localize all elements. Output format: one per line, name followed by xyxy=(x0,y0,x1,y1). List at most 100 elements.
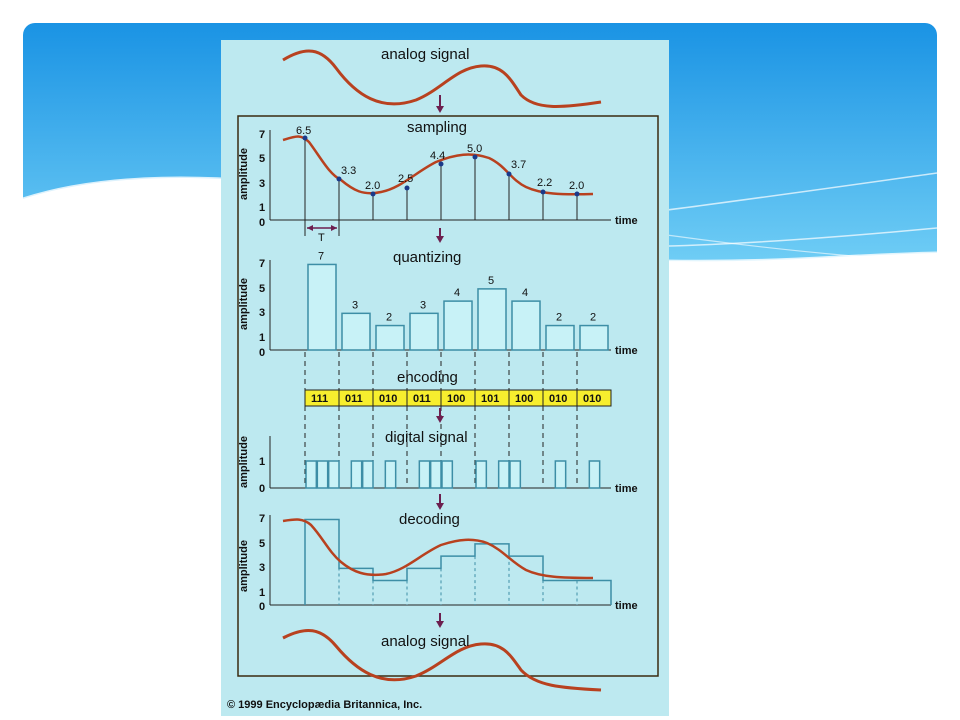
digital-title: digital signal xyxy=(385,429,468,446)
digital-pulses xyxy=(305,460,601,489)
encoding-code-6: 101 xyxy=(474,389,510,407)
encoding-code-7: 100 xyxy=(508,389,544,407)
digital-pulse xyxy=(350,460,363,489)
digital-tick-0: 0 xyxy=(259,483,265,495)
quantizing-y-ticks: 7 5 3 1 0 xyxy=(259,258,265,359)
digital-pulse xyxy=(554,460,567,489)
sampling-title: sampling xyxy=(407,119,467,136)
decoding-tick-3: 3 xyxy=(259,562,265,574)
digital-pulse xyxy=(327,460,340,489)
quantizing-bar-2 xyxy=(341,312,371,351)
decoding-tick-1: 1 xyxy=(259,587,265,599)
quantizing-tick-0: 0 xyxy=(259,347,265,359)
encoding-code-8: 010 xyxy=(542,389,578,407)
quantizing-bar-6 xyxy=(477,288,507,351)
decoding-staircase xyxy=(304,518,612,605)
quantizing-value-5: 4 xyxy=(454,287,460,299)
digital-pulse xyxy=(588,460,601,489)
sample-value-4: 2.5 xyxy=(398,173,413,185)
encoding-code-2: 011 xyxy=(338,389,374,407)
sample-value-5: 4.4 xyxy=(430,150,445,162)
quantizing-value-7: 4 xyxy=(522,287,528,299)
sample-value-1: 6.5 xyxy=(296,125,311,137)
encoding-code-3: 010 xyxy=(372,389,408,407)
digital-pulse xyxy=(384,460,397,489)
encoding-code-5: 100 xyxy=(440,389,476,407)
quantizing-value-labels: 7 3 2 3 4 5 4 2 2 xyxy=(318,250,596,323)
decoding-y-ticks: 7 5 3 1 0 xyxy=(259,513,265,613)
decoding-amplitude-label: amplitude xyxy=(238,540,250,592)
svg-text:011: 011 xyxy=(413,393,431,405)
decoding-tick-7: 7 xyxy=(259,513,265,525)
sample-value-6: 5.0 xyxy=(467,143,482,155)
sampling-time-label: time xyxy=(615,215,638,227)
quantizing-value-4: 3 xyxy=(420,299,426,311)
quantizing-value-2: 3 xyxy=(352,299,358,311)
quantizing-amplitude-label: amplitude xyxy=(238,278,250,330)
encoding-codes: 111 011 010 011 100 101 100 010 010 xyxy=(304,389,612,407)
analog-signal-bottom-title: analog signal xyxy=(381,633,469,650)
sampling-values: 6.5 3.3 2.0 2.5 4.4 5.0 3.7 2.2 2.0 xyxy=(296,125,584,192)
sampling-tick-7: 7 xyxy=(259,129,265,141)
quantizing-value-6: 5 xyxy=(488,275,494,287)
quantizing-value-3: 2 xyxy=(386,312,392,324)
sampling-tick-5: 5 xyxy=(259,153,265,165)
svg-text:100: 100 xyxy=(515,393,533,405)
down-arrow-icon xyxy=(436,621,444,628)
encoding-code-1: 111 xyxy=(304,389,340,407)
svg-text:100: 100 xyxy=(447,393,465,405)
copyright-notice: © 1999 Encyclopædia Britannica, Inc. xyxy=(227,699,422,711)
quantizing-title: quantizing xyxy=(393,249,461,266)
quantizing-bar-7 xyxy=(511,300,541,351)
digital-pulse xyxy=(429,460,442,489)
svg-text:010: 010 xyxy=(549,393,567,405)
sample-value-9: 2.0 xyxy=(569,180,584,192)
svg-text:010: 010 xyxy=(379,393,397,405)
analog-signal-top-curve xyxy=(282,49,602,108)
sample-value-3: 2.0 xyxy=(365,180,380,192)
digital-pulse xyxy=(441,460,454,489)
svg-text:111: 111 xyxy=(311,393,328,405)
quantizing-bar-9 xyxy=(579,324,609,351)
digital-pulse xyxy=(509,460,522,489)
analog-signal-top-title: analog signal xyxy=(381,46,469,63)
digital-amplitude-label: amplitude xyxy=(238,436,250,488)
quantizing-tick-1: 1 xyxy=(259,332,265,344)
sample-value-2: 3.3 xyxy=(341,165,356,177)
decoding-time-label: time xyxy=(615,600,638,612)
encoding-code-4: 011 xyxy=(406,389,442,407)
down-arrow-icon xyxy=(436,236,444,243)
svg-text:101: 101 xyxy=(481,393,499,405)
sampling-curve xyxy=(282,135,594,196)
sample-value-8: 2.2 xyxy=(537,177,552,189)
decoding-dashes xyxy=(338,519,612,605)
sampling-tick-1: 1 xyxy=(259,202,265,214)
sampling-amplitude-label: amplitude xyxy=(238,148,250,200)
digital-pulse xyxy=(475,460,488,489)
svg-text:010: 010 xyxy=(583,393,601,405)
analog-signal-bottom-curve xyxy=(282,628,602,692)
adc-figure: analog signal sampling amplitude 7 5 3 1… xyxy=(221,40,669,716)
quantizing-bars xyxy=(307,263,609,351)
digital-pulse xyxy=(497,460,510,489)
sampling-tick-0: 0 xyxy=(259,217,265,229)
digital-time-label: time xyxy=(615,483,638,495)
quantizing-bar-4 xyxy=(409,312,439,351)
decoding-tick-5: 5 xyxy=(259,538,265,550)
encoding-title: encoding xyxy=(397,369,458,386)
down-arrow-icon xyxy=(436,106,444,113)
sampling-stems xyxy=(304,138,578,220)
encoding-code-9: 010 xyxy=(576,389,612,407)
quantizing-bar-8 xyxy=(545,324,575,351)
decoding-title: decoding xyxy=(399,511,460,528)
quantizing-value-9: 2 xyxy=(590,312,596,324)
sampling-panel xyxy=(237,115,659,677)
quantizing-bar-5 xyxy=(443,300,473,351)
svg-text:011: 011 xyxy=(345,393,363,405)
sampling-y-ticks: 7 5 3 1 0 xyxy=(259,129,265,229)
digital-pulse xyxy=(361,460,374,489)
quantizing-value-1: 7 xyxy=(318,250,324,262)
decoding-curve xyxy=(282,518,594,580)
down-arrow-icon xyxy=(436,503,444,510)
digital-pulse xyxy=(316,460,329,489)
